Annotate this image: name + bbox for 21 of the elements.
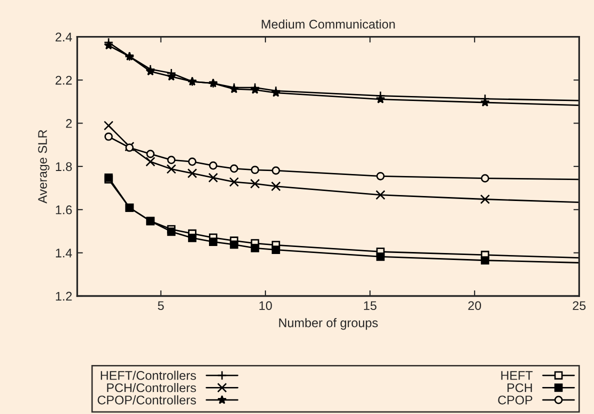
legend-label: PCH/Controllers bbox=[107, 383, 196, 392]
x-tick-label: 5 bbox=[158, 301, 164, 310]
legend-label: HEFT/Controllers bbox=[100, 370, 196, 380]
x-tick-label: 20 bbox=[468, 301, 482, 310]
y-tick-label: 1.8 bbox=[56, 162, 72, 172]
legend-label: CPOP bbox=[498, 396, 532, 404]
y-tick-label: 2.2 bbox=[56, 76, 72, 85]
y-tick-label: 1.4 bbox=[56, 248, 72, 258]
legend-label: HEFT bbox=[501, 371, 533, 380]
x-tick-label: 25 bbox=[572, 301, 586, 310]
legend-label: PCH bbox=[508, 383, 532, 392]
chart-title: Medium Communication bbox=[262, 19, 395, 29]
x-tick-label: 10 bbox=[259, 301, 272, 310]
y-axis-title: Average SLR bbox=[38, 130, 50, 204]
y-tick-label: 1.2 bbox=[56, 292, 72, 301]
y-tick-label: 2 bbox=[66, 119, 72, 128]
x-tick-label: 15 bbox=[364, 301, 376, 310]
y-tick-label: 2.4 bbox=[56, 32, 72, 42]
legend-label: CPOP/Controllers bbox=[98, 395, 196, 404]
y-tick-label: 1.6 bbox=[56, 205, 72, 214]
x-axis-title: Number of groups bbox=[279, 318, 378, 330]
